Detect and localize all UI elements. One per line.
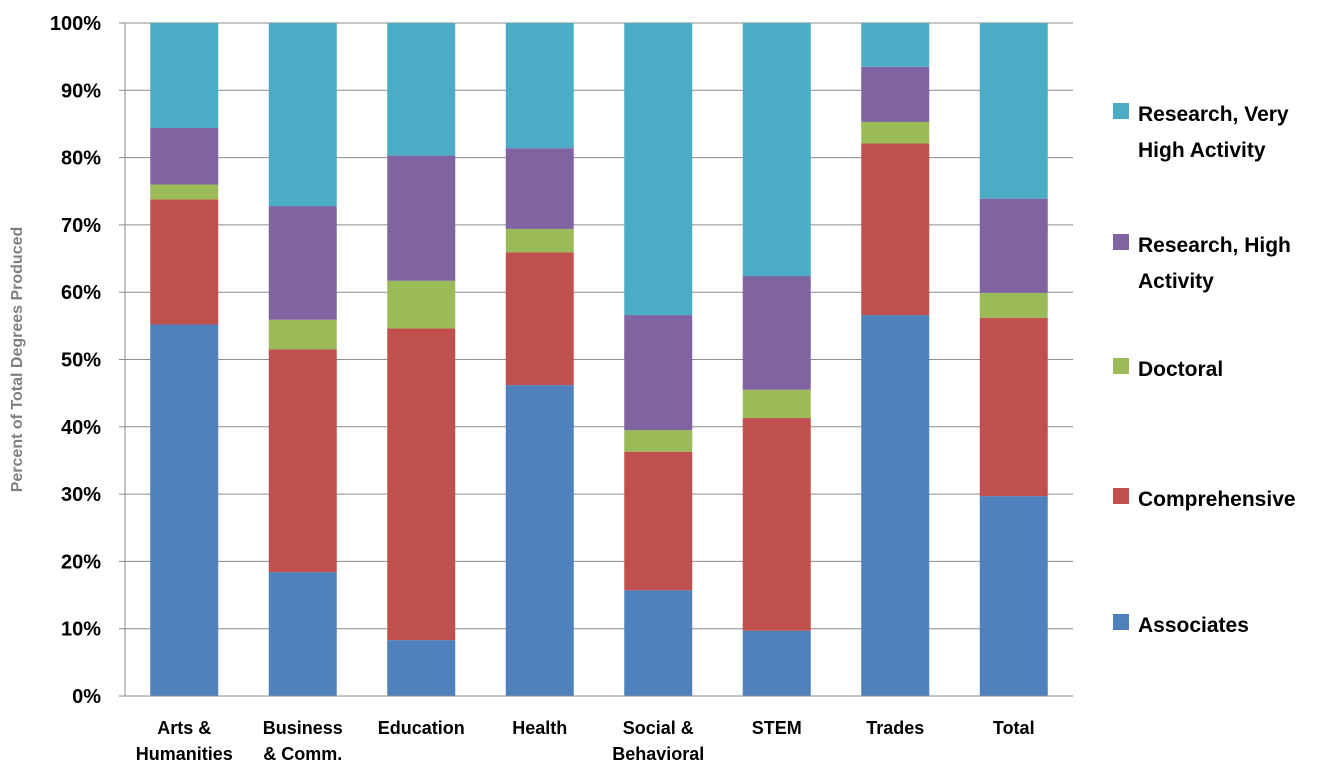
bar-segment [387,640,456,696]
legend-swatch [1113,614,1129,630]
x-tick-label: Business [263,718,343,738]
bar-segment [624,315,693,431]
y-tick-label: 50% [61,350,101,372]
legend-label: Activity [1138,270,1214,293]
bar-segment [979,496,1048,696]
bar-segment [387,280,456,329]
bar-segment [387,23,456,156]
bar-segment [861,143,930,316]
bars-layer [150,23,1048,696]
legend-swatch [1113,234,1129,250]
bar-segment [268,319,337,350]
legend-label: Research, High [1138,234,1291,257]
bar-segment [505,228,574,253]
bar-segment [268,23,337,207]
x-tick-label: Total [993,718,1035,738]
bar-segment [624,590,693,696]
legend-swatch [1113,358,1129,374]
x-tick-label: Social & [623,718,694,738]
bar-segment [505,23,574,149]
bar-segment [861,23,930,67]
bar-segment [624,451,693,591]
bar-segment [505,148,574,229]
bar-segment [742,23,811,277]
y-tick-label: 90% [61,80,101,102]
y-axis-title: Percent of Total Degrees Produced [9,227,26,493]
axis-layer: Percent of Total Degrees Produced 0% 10% 2… [9,13,1073,764]
legend-label: Research, Very [1138,103,1289,126]
bar-segment [624,23,693,316]
bar-segment [150,23,219,128]
legend-label: High Activity [1138,139,1266,162]
bar-segment [742,630,811,696]
bar-segment [268,206,337,320]
y-tick-label: 100% [50,13,101,35]
bar-segment [150,184,219,200]
bar-segment [742,389,811,419]
x-tick-label: STEM [752,718,802,738]
bar-segment [861,121,930,144]
bar-segment [150,127,219,185]
x-tick-label: Behavioral [612,744,704,764]
legend-label: Doctoral [1138,358,1223,381]
x-tick-label: Trades [866,718,924,738]
bar-segment [387,155,456,281]
x-tick-label: Arts & [157,718,211,738]
bar-segment [268,572,337,696]
bar-segment [742,418,811,631]
bar-segment [861,66,930,122]
bar-segment [979,23,1048,199]
bar-segment [150,199,219,325]
y-tick-label: 0% [72,686,101,708]
bar-segment [742,276,811,390]
bar-segment [624,430,693,452]
y-tick-label: 30% [61,484,101,506]
y-tick-label: 40% [61,417,101,439]
bar-segment [979,292,1048,318]
bar-segment [505,385,574,696]
legend-label: Associates [1138,614,1249,637]
x-tick-label: & Comm. [263,744,342,764]
legend-swatch [1113,488,1129,504]
bar-segment [979,317,1048,497]
legend: Research, Very High Activity Research, Hig… [1113,103,1296,637]
bar-segment [861,315,930,696]
x-tick-label: Health [512,718,567,738]
grid-layer [125,22,1073,630]
bar-segment [268,349,337,573]
y-tick-label: 10% [61,619,101,641]
x-tick-label: Education [378,718,465,738]
bar-segment [979,198,1048,293]
legend-swatch [1113,103,1129,119]
legend-label: Comprehensive [1138,488,1296,511]
y-tick-label: 20% [61,551,101,573]
y-tick-label: 70% [61,215,101,237]
bar-segment [150,324,219,696]
y-tick-label: 80% [61,148,101,170]
x-tick-label: Humanities [136,744,233,764]
bar-segment [505,252,574,386]
bar-segment [387,328,456,641]
y-tick-label: 60% [61,282,101,304]
